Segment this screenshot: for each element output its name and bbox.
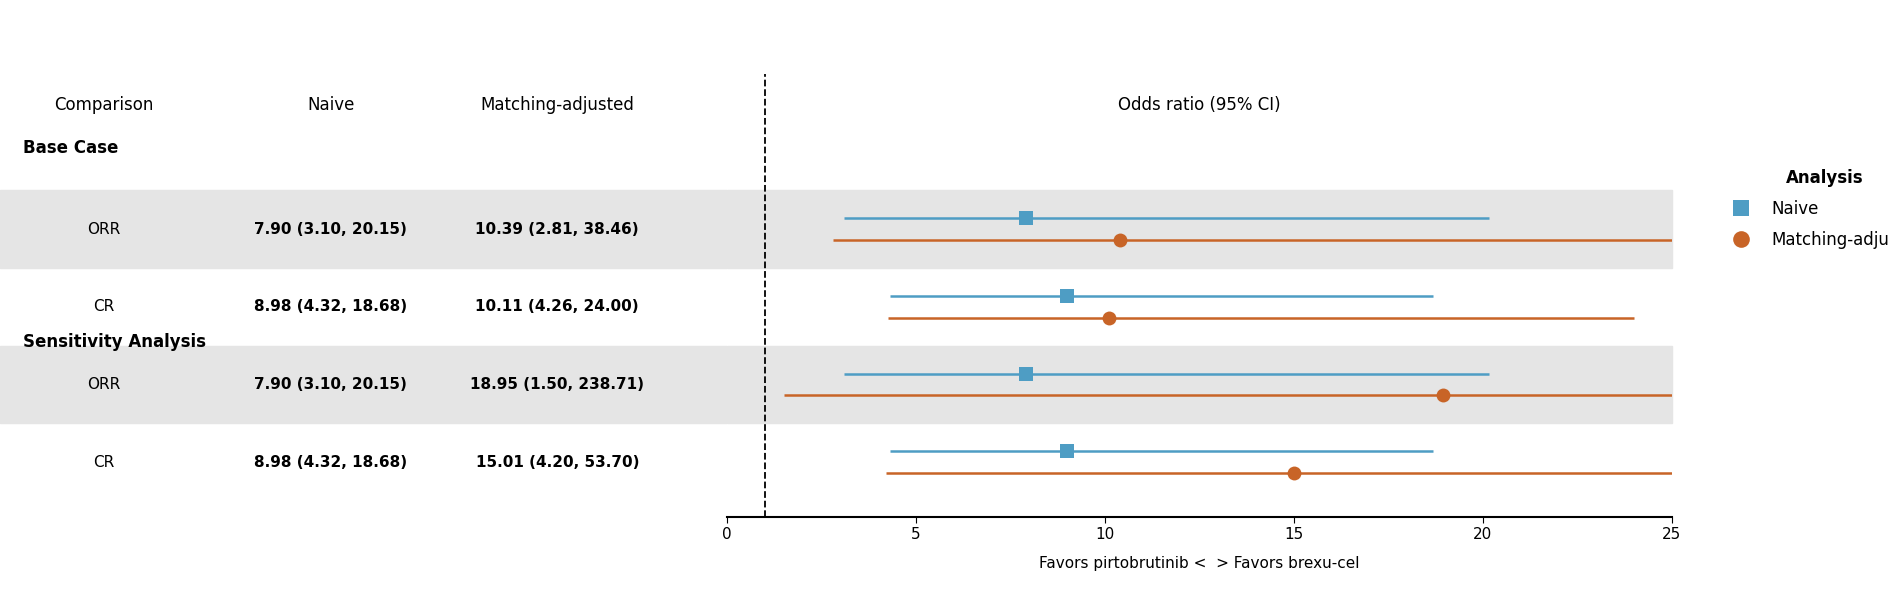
Bar bbox=[727, 346, 1672, 423]
Text: Sensitivity Analysis: Sensitivity Analysis bbox=[23, 333, 206, 351]
Text: ORR: ORR bbox=[87, 377, 121, 392]
Text: 7.90 (3.10, 20.15): 7.90 (3.10, 20.15) bbox=[255, 377, 406, 392]
Text: Base Case: Base Case bbox=[23, 138, 117, 157]
Text: 10.39 (2.81, 38.46): 10.39 (2.81, 38.46) bbox=[476, 221, 638, 237]
Text: 8.98 (4.32, 18.68): 8.98 (4.32, 18.68) bbox=[253, 300, 408, 314]
Text: CR: CR bbox=[93, 454, 115, 470]
Legend: Naive, Matching-adjusted: Naive, Matching-adjusted bbox=[1717, 162, 1889, 256]
Bar bbox=[727, 190, 1672, 268]
Text: CR: CR bbox=[93, 300, 115, 314]
Text: Odds ratio (95% CI): Odds ratio (95% CI) bbox=[1118, 96, 1281, 114]
Text: 10.11 (4.26, 24.00): 10.11 (4.26, 24.00) bbox=[476, 300, 638, 314]
Text: Comparison: Comparison bbox=[55, 96, 153, 114]
Text: 7.90 (3.10, 20.15): 7.90 (3.10, 20.15) bbox=[255, 221, 406, 237]
Text: ORR: ORR bbox=[87, 221, 121, 237]
Text: 18.95 (1.50, 238.71): 18.95 (1.50, 238.71) bbox=[470, 377, 644, 392]
Text: 8.98 (4.32, 18.68): 8.98 (4.32, 18.68) bbox=[253, 454, 408, 470]
Text: Matching-adjusted: Matching-adjusted bbox=[480, 96, 635, 114]
Text: Naive: Naive bbox=[306, 96, 355, 114]
Text: 15.01 (4.20, 53.70): 15.01 (4.20, 53.70) bbox=[476, 454, 638, 470]
X-axis label: Favors pirtobrutinib <  > Favors brexu-cel: Favors pirtobrutinib < > Favors brexu-ce… bbox=[1039, 556, 1360, 571]
